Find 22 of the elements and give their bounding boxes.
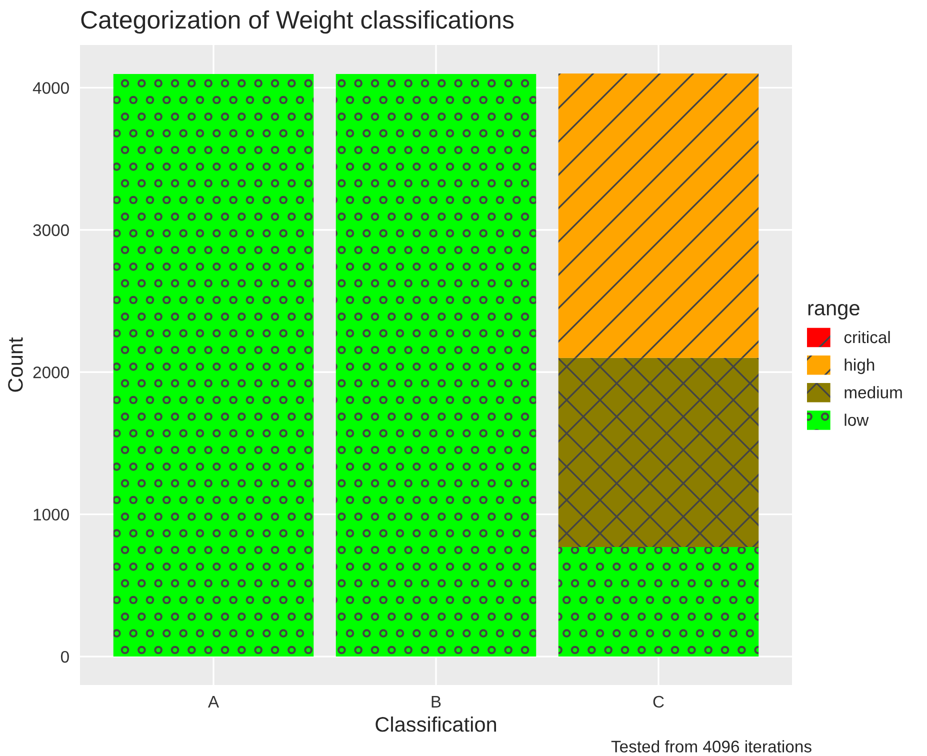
bar xyxy=(113,74,314,657)
legend-title: range xyxy=(808,304,860,320)
x-tick-label: A xyxy=(208,696,220,708)
bar xyxy=(336,74,536,657)
y-tick-label: 3000 xyxy=(33,224,69,236)
legend-label: medium xyxy=(844,386,902,398)
y-tick-label: 0 xyxy=(60,650,69,663)
y-tick-label: 1000 xyxy=(34,508,69,521)
bar xyxy=(558,358,759,548)
x-axis-title: Classification xyxy=(376,716,496,732)
legend-label: low xyxy=(844,414,869,426)
y-tick-label: 2000 xyxy=(33,366,69,378)
bar xyxy=(558,73,759,358)
chart-title: Categorization of Weight classifications xyxy=(81,10,514,34)
y-tick-label: 4000 xyxy=(32,82,69,94)
x-tick-label: C xyxy=(653,696,664,708)
legend-label: high xyxy=(844,358,874,374)
bar xyxy=(558,547,759,657)
x-tick-label: B xyxy=(432,696,441,708)
y-axis-title: Count xyxy=(8,337,23,392)
legend-label: critical xyxy=(844,330,890,344)
text: Tested from 4096 iterations xyxy=(611,740,812,752)
